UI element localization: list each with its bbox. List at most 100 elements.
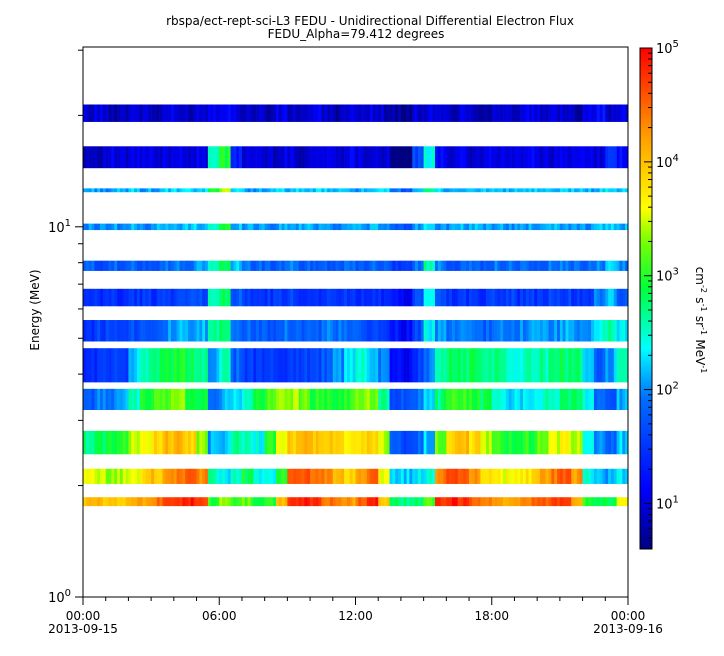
spectrogram-cell (602, 468, 606, 484)
colorbar-swatch (640, 116, 652, 118)
spectrogram-cell (295, 468, 300, 484)
spectrogram-cell (446, 188, 450, 193)
spectrogram-cell (545, 288, 549, 307)
colorbar-swatch (640, 301, 652, 303)
spectrogram-cell (213, 497, 217, 507)
spectrogram-cell (551, 348, 555, 383)
spectrogram-cell (488, 104, 493, 122)
spectrogram-cell (514, 260, 518, 271)
spectrogram-cell (477, 497, 481, 507)
colorbar-swatch (640, 308, 652, 310)
spectrogram-cell (258, 388, 263, 410)
spectrogram-cell (273, 430, 277, 455)
spectrogram-cell (122, 223, 126, 231)
spectrogram-cell (219, 223, 223, 231)
spectrogram-cell (358, 320, 362, 342)
spectrogram-cell (514, 320, 518, 342)
spectrogram-cell (403, 430, 407, 455)
spectrogram-cell (406, 348, 410, 383)
spectrogram-cell (142, 388, 146, 410)
colorbar-swatch (640, 370, 652, 372)
spectrogram-cell (159, 260, 163, 271)
spectrogram-cell (440, 188, 444, 193)
spectrogram-cell (426, 320, 430, 342)
spectrogram-cell (233, 348, 237, 383)
spectrogram-cell (315, 104, 319, 122)
spectrogram-cell (179, 468, 183, 484)
spectrogram-cell (534, 348, 538, 383)
spectrogram-cell (557, 468, 561, 484)
colorbar-swatch (640, 484, 652, 486)
spectrogram-cell (460, 497, 464, 507)
spectrogram-cell (449, 104, 453, 122)
spectrogram-cell (134, 497, 138, 507)
colorbar-swatch (640, 326, 652, 328)
y-tick-exponent: 0 (65, 588, 71, 599)
spectrogram-cell (520, 223, 524, 231)
spectrogram-cell (429, 104, 433, 122)
spectrogram-cell (605, 468, 609, 484)
spectrogram-cell (256, 497, 260, 507)
spectrogram-cell (190, 430, 194, 455)
spectrogram-cell (508, 288, 512, 307)
spectrogram-cell (446, 388, 450, 410)
spectrogram-cell (480, 188, 484, 193)
spectrogram-cell (454, 288, 458, 307)
colorbar-swatch (640, 242, 652, 244)
spectrogram-cell (284, 320, 288, 342)
spectrogram-cell (273, 260, 277, 271)
colorbar-swatch (640, 240, 652, 242)
spectrogram-cell (403, 104, 407, 122)
spectrogram-cell (571, 104, 575, 122)
spectrogram-cell (406, 288, 410, 307)
spectrogram-cell (227, 188, 231, 193)
spectrogram-cell (270, 146, 274, 169)
spectrogram-cell (471, 320, 476, 342)
spectrogram-cell (596, 468, 600, 484)
spectrogram-cell (503, 348, 507, 383)
spectrogram-cell (389, 388, 393, 410)
spectrogram-cell (108, 468, 112, 484)
spectrogram-cell (134, 260, 138, 271)
spectrogram-cell (185, 430, 189, 455)
spectrogram-cell (559, 430, 564, 455)
spectrogram-cell (491, 348, 495, 383)
spectrogram-cell (332, 348, 336, 383)
spectrogram-cell (230, 388, 234, 410)
colorbar-swatch (640, 67, 652, 69)
spectrogram-cell (170, 223, 175, 231)
spectrogram-cell (227, 320, 231, 342)
spectrogram-cell (162, 188, 166, 193)
spectrogram-cell (233, 320, 237, 342)
spectrogram-cell (565, 104, 569, 122)
spectrogram-cell (522, 260, 527, 271)
colorbar-swatch (640, 525, 652, 527)
spectrogram-cell (483, 468, 487, 484)
spectrogram-cell (190, 288, 194, 307)
spectrogram-cell (119, 388, 124, 410)
colorbar-swatch (640, 382, 652, 384)
colorbar-swatch (640, 309, 652, 311)
colorbar-swatch (640, 322, 652, 324)
spectrogram-cell (562, 104, 566, 122)
spectrogram-cell (616, 223, 620, 231)
spectrogram-cell (250, 223, 254, 231)
spectrogram-cell (295, 260, 300, 271)
spectrogram-cell (131, 260, 135, 271)
spectrogram-cell (304, 388, 308, 410)
spectrogram-cell (429, 468, 433, 484)
colorbar-swatch (640, 317, 652, 319)
spectrogram-cell (400, 320, 405, 342)
spectrogram-cell (406, 468, 410, 484)
spectrogram-cell (253, 430, 257, 455)
spectrogram-cell (318, 260, 322, 271)
spectrogram-cell (554, 348, 558, 383)
spectrogram-cell (156, 497, 160, 507)
spectrogram-cell (449, 388, 453, 410)
spectrogram-cell (222, 348, 226, 383)
spectrogram-cell (460, 104, 464, 122)
spectrogram-cell (392, 430, 396, 455)
colorbar-swatch (640, 466, 652, 468)
spectrogram-cell (420, 288, 424, 307)
spectrogram-cell (239, 146, 243, 169)
